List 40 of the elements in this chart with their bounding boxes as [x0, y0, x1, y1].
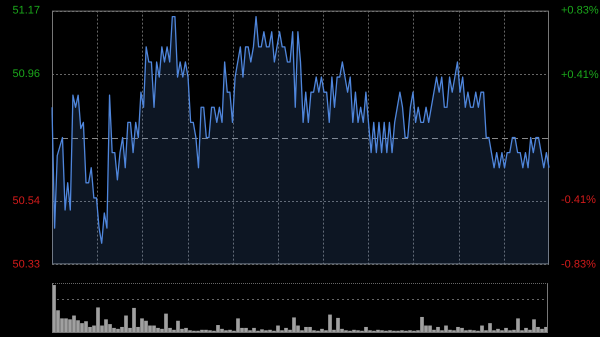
y2-tick-label: +0.41% [561, 68, 599, 81]
bar [216, 325, 220, 333]
y2-tick-label: +0.83% [561, 4, 599, 17]
y-tick-label: 50.54 [12, 194, 40, 207]
bar [428, 326, 432, 333]
bar [532, 319, 536, 333]
bar [420, 316, 424, 333]
bar [308, 326, 312, 333]
y2-tick-label: -0.41% [561, 194, 596, 206]
bar [328, 314, 332, 333]
bar [516, 318, 520, 333]
bar [124, 316, 128, 333]
bar [304, 326, 308, 333]
bar [64, 318, 68, 333]
bar [132, 308, 136, 333]
bar [488, 323, 492, 333]
bar [140, 318, 144, 333]
y2-tick-label: -0.83% [561, 258, 596, 270]
bar [96, 307, 100, 333]
bar [292, 317, 296, 333]
bar [72, 316, 76, 333]
bar [68, 319, 72, 333]
bar [436, 326, 440, 333]
bar [236, 318, 240, 333]
bar [276, 326, 280, 333]
bar [176, 320, 180, 333]
bar [336, 318, 340, 333]
y-tick-label: 51.17 [12, 4, 40, 17]
y-tick-label: 50.33 [12, 258, 40, 270]
bar [444, 326, 448, 333]
bar [364, 326, 368, 333]
bar [152, 326, 156, 333]
bar [164, 314, 168, 333]
bar [456, 326, 460, 333]
bar [480, 326, 484, 333]
bar [80, 323, 84, 333]
bar [144, 320, 148, 333]
bar [104, 319, 108, 333]
y-tick-label: 50.96 [12, 68, 40, 80]
bar [84, 321, 88, 333]
